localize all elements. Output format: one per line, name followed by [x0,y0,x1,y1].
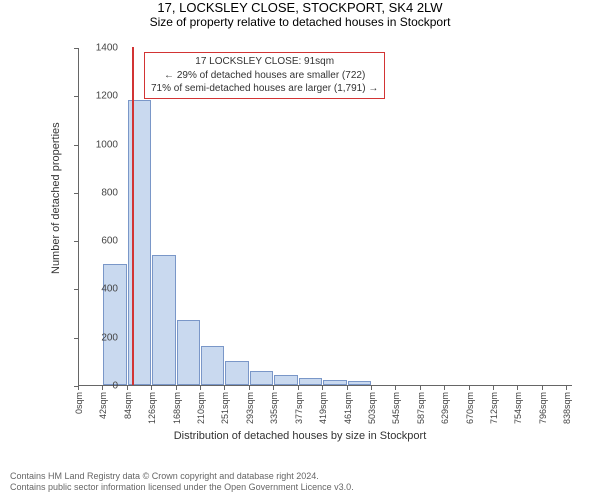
x-tick-label: 838sqm [562,392,572,424]
property-marker-line [132,47,134,385]
x-tick-mark [298,386,299,390]
histogram-bar [201,346,224,385]
annotation-line: 17 LOCKSLEY CLOSE: 91sqm [151,55,378,69]
annotation-line: ← 29% of detached houses are smaller (72… [151,69,378,83]
x-tick-mark [566,386,567,390]
x-tick-mark [542,386,543,390]
x-tick-label: 587sqm [416,392,426,424]
x-tick-label: 251sqm [220,392,230,424]
histogram-chart: Number of detached properties 17 LOCKSLE… [40,44,578,424]
y-tick-label: 600 [101,236,118,247]
x-tick-label: 503sqm [367,392,377,424]
histogram-bar [177,320,200,385]
x-tick-label: 754sqm [513,392,523,424]
x-tick-mark [371,386,372,390]
x-tick-label: 335sqm [269,392,279,424]
x-tick-mark [322,386,323,390]
histogram-bar [299,378,322,385]
x-tick-label: 210sqm [196,392,206,424]
x-tick-label: 293sqm [245,392,255,424]
x-tick-mark [102,386,103,390]
y-tick-label: 1000 [96,139,118,150]
x-axis-label: Distribution of detached houses by size … [0,430,600,442]
x-tick-label: 419sqm [318,392,328,424]
histogram-bar [274,375,297,385]
x-tick-label: 168sqm [172,392,182,424]
x-tick-mark [517,386,518,390]
x-tick-label: 461sqm [343,392,353,424]
x-tick-label: 670sqm [465,392,475,424]
x-tick-label: 42sqm [98,392,108,419]
x-tick-mark [224,386,225,390]
x-tick-mark [176,386,177,390]
y-tick-label: 200 [101,332,118,343]
y-tick-label: 1200 [96,91,118,102]
annotation-box: 17 LOCKSLEY CLOSE: 91sqm ← 29% of detach… [144,52,385,99]
x-tick-label: 796sqm [538,392,548,424]
y-tick-mark [74,338,78,339]
y-tick-label: 400 [101,284,118,295]
x-tick-mark [493,386,494,390]
x-tick-mark [273,386,274,390]
annotation-line: 71% of semi-detached houses are larger (… [151,82,378,96]
y-tick-mark [74,96,78,97]
x-tick-mark [469,386,470,390]
x-tick-mark [78,386,79,390]
x-tick-label: 126sqm [147,392,157,424]
plot-area [78,48,572,386]
x-tick-label: 0sqm [74,392,84,414]
x-tick-mark [444,386,445,390]
x-tick-mark [347,386,348,390]
x-tick-label: 712sqm [489,392,499,424]
y-tick-mark [74,241,78,242]
footer-attribution: Contains HM Land Registry data © Crown c… [10,471,354,494]
x-tick-mark [420,386,421,390]
footer-line: Contains HM Land Registry data © Crown c… [10,471,354,483]
y-tick-label: 0 [112,381,118,392]
x-tick-mark [249,386,250,390]
histogram-bar [348,381,371,385]
histogram-bar [152,255,175,385]
x-tick-mark [395,386,396,390]
y-tick-mark [74,145,78,146]
page-subtitle: Size of property relative to detached ho… [0,15,600,29]
x-tick-label: 545sqm [391,392,401,424]
x-tick-mark [151,386,152,390]
x-tick-mark [200,386,201,390]
y-tick-mark [74,289,78,290]
histogram-bar [250,371,273,385]
footer-line: Contains public sector information licen… [10,482,354,494]
histogram-bar [323,380,346,385]
y-tick-label: 1400 [96,43,118,54]
y-tick-label: 800 [101,187,118,198]
x-tick-mark [127,386,128,390]
y-axis-label: Number of detached properties [50,122,62,274]
y-tick-mark [74,193,78,194]
x-tick-label: 377sqm [294,392,304,424]
x-tick-label: 629sqm [440,392,450,424]
x-tick-label: 84sqm [123,392,133,419]
histogram-bar [225,361,248,385]
page-title: 17, LOCKSLEY CLOSE, STOCKPORT, SK4 2LW [0,0,600,15]
histogram-bar [103,264,126,385]
y-tick-mark [74,48,78,49]
